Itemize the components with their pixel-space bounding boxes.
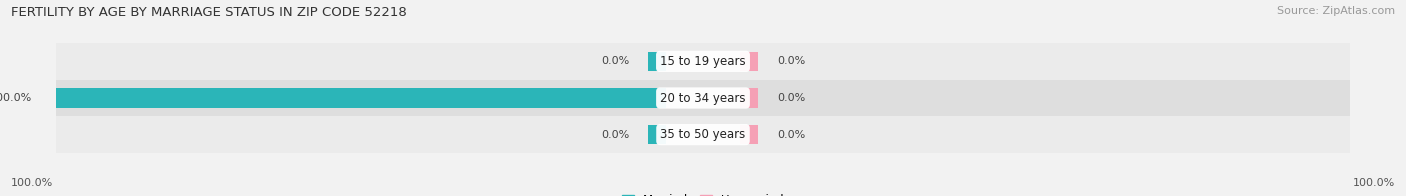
Text: 20 to 34 years: 20 to 34 years (661, 92, 745, 104)
Bar (56, 43, 1350, 80)
Text: 100.0%: 100.0% (11, 178, 53, 188)
Bar (56, 116, 1350, 153)
Text: Source: ZipAtlas.com: Source: ZipAtlas.com (1277, 6, 1395, 16)
Text: 100.0%: 100.0% (1353, 178, 1395, 188)
Bar (740, 88, 758, 108)
Text: 35 to 50 years: 35 to 50 years (661, 128, 745, 141)
Legend: Married, Unmarried: Married, Unmarried (621, 194, 785, 196)
Bar (648, 125, 666, 144)
Bar (56, 80, 1350, 116)
Text: FERTILITY BY AGE BY MARRIAGE STATUS IN ZIP CODE 52218: FERTILITY BY AGE BY MARRIAGE STATUS IN Z… (11, 6, 406, 19)
Text: 0.0%: 0.0% (600, 130, 628, 140)
Text: 0.0%: 0.0% (778, 130, 806, 140)
Bar (51, 88, 666, 108)
Text: 100.0%: 100.0% (0, 93, 31, 103)
Text: 15 to 19 years: 15 to 19 years (661, 55, 745, 68)
Bar (740, 125, 758, 144)
Bar (740, 52, 758, 71)
Text: 0.0%: 0.0% (778, 56, 806, 66)
Bar (648, 52, 666, 71)
Text: 0.0%: 0.0% (600, 56, 628, 66)
Text: 0.0%: 0.0% (778, 93, 806, 103)
